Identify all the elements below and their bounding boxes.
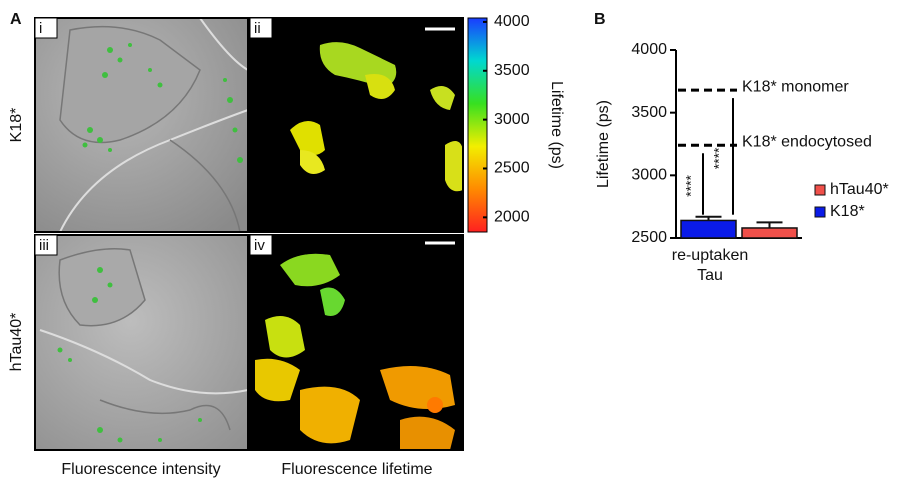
subpanel-label: i (39, 20, 42, 37)
panel-label: A (10, 11, 22, 28)
colorbar-tick-label: 3000 (494, 111, 530, 128)
y-tick-label: 3000 (631, 167, 667, 184)
significance-label: **** (683, 175, 699, 197)
significance-label: **** (711, 147, 727, 169)
row-label: hTau40* (8, 313, 25, 372)
colorbar (467, 17, 488, 233)
subpanel-label: iii (39, 237, 49, 254)
subpanel-label-box (34, 234, 58, 256)
row-label: K18* (8, 108, 25, 143)
y-tick-label: 3500 (631, 104, 667, 121)
colorbar-label: Lifetime (ps) (548, 81, 565, 169)
colorbar-tick-label: 4000 (494, 13, 530, 30)
subpanel-label: iv (254, 237, 265, 254)
y-axis-label: Lifetime (ps) (595, 100, 612, 188)
subpanel-label-box (249, 234, 273, 256)
legend-swatch (814, 206, 826, 218)
lifetime-image-iv (250, 235, 463, 450)
bar (741, 227, 798, 239)
panel-borders (34, 17, 464, 451)
subpanel-label-box (249, 17, 273, 39)
colorbar-tick-label: 3500 (494, 62, 530, 79)
error-bar (756, 221, 783, 228)
legend-label: K18* (830, 203, 865, 220)
legend-swatch (814, 184, 826, 196)
error-bar (695, 215, 722, 221)
column-caption: Fluorescence intensity (61, 461, 220, 478)
colorbar-tick-label: 2500 (494, 160, 530, 177)
legend-label: hTau40* (830, 181, 889, 198)
reference-label: K18* endocytosed (742, 133, 872, 150)
colorbar-tick-label: 2000 (494, 209, 530, 226)
bar (680, 219, 737, 239)
panel-label: B (594, 11, 606, 28)
y-tick-label: 2500 (631, 229, 667, 246)
lifetime-image-ii (250, 18, 463, 232)
subpanel-label-box (34, 17, 58, 39)
column-caption: Fluorescence lifetime (281, 461, 432, 478)
subpanel-label: ii (254, 20, 261, 37)
micrograph-iii (35, 235, 249, 450)
reference-label: K18* monomer (742, 78, 849, 95)
micrograph-i (35, 17, 249, 233)
y-tick-label: 4000 (631, 41, 667, 58)
category-label: re-uptaken Tau (671, 247, 749, 284)
